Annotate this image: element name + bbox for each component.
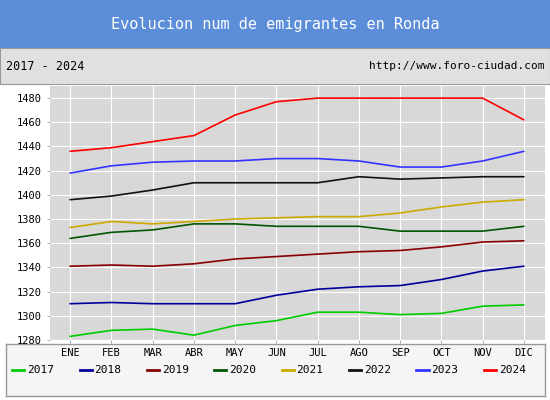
Text: 2024: 2024 <box>499 365 526 375</box>
Text: 2019: 2019 <box>162 365 189 375</box>
Text: 2023: 2023 <box>431 365 458 375</box>
Text: 2022: 2022 <box>364 365 391 375</box>
Text: http://www.foro-ciudad.com: http://www.foro-ciudad.com <box>369 61 544 71</box>
Text: 2021: 2021 <box>296 365 323 375</box>
Text: Evolucion num de emigrantes en Ronda: Evolucion num de emigrantes en Ronda <box>111 16 439 32</box>
Text: 2017 - 2024: 2017 - 2024 <box>6 60 84 72</box>
Text: 2020: 2020 <box>229 365 256 375</box>
Text: 2017: 2017 <box>27 365 54 375</box>
Text: 2018: 2018 <box>95 365 122 375</box>
